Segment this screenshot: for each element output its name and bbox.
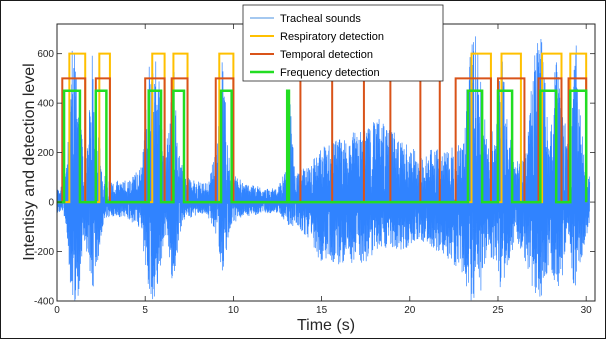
series-line-tracheal-sounds [57,36,591,301]
series-line-frequency-detection [57,89,588,204]
x-tick-label: 30 [581,305,593,316]
x-tick-label: 25 [492,305,504,316]
x-tick-label: 5 [142,305,148,316]
y-tick-label: 600 [37,49,54,60]
legend-box [242,4,444,82]
tick-labels: 0 5 10 15 20 25 30 -400 -200 0 200 400 600 [34,49,592,316]
legend-entry: Frequency detection [280,67,380,79]
y-tick-label: -200 [34,247,54,258]
x-tick-label: 15 [316,305,328,316]
y-tick-label: 200 [37,148,54,159]
x-tick-label: 0 [54,305,60,316]
legend-entry: Tracheal sounds [280,13,361,25]
y-axis-label: Intentisy and detection level [21,63,38,260]
legend: Tracheal sounds Respiratory detection Temp… [242,4,444,82]
series-line-respiratory-detection [57,52,588,204]
x-tick-label: 10 [228,305,240,316]
legend-entry: Respiratory detection [280,31,384,43]
x-axis-label: Time (s) [297,317,355,334]
y-tick-label: 400 [37,99,54,110]
legend-entry: Temporal detection [280,49,373,61]
data-layer [57,36,591,301]
y-tick-label: 0 [48,198,54,209]
y-tick-label: -400 [34,297,54,308]
x-tick-label: 20 [404,305,416,316]
